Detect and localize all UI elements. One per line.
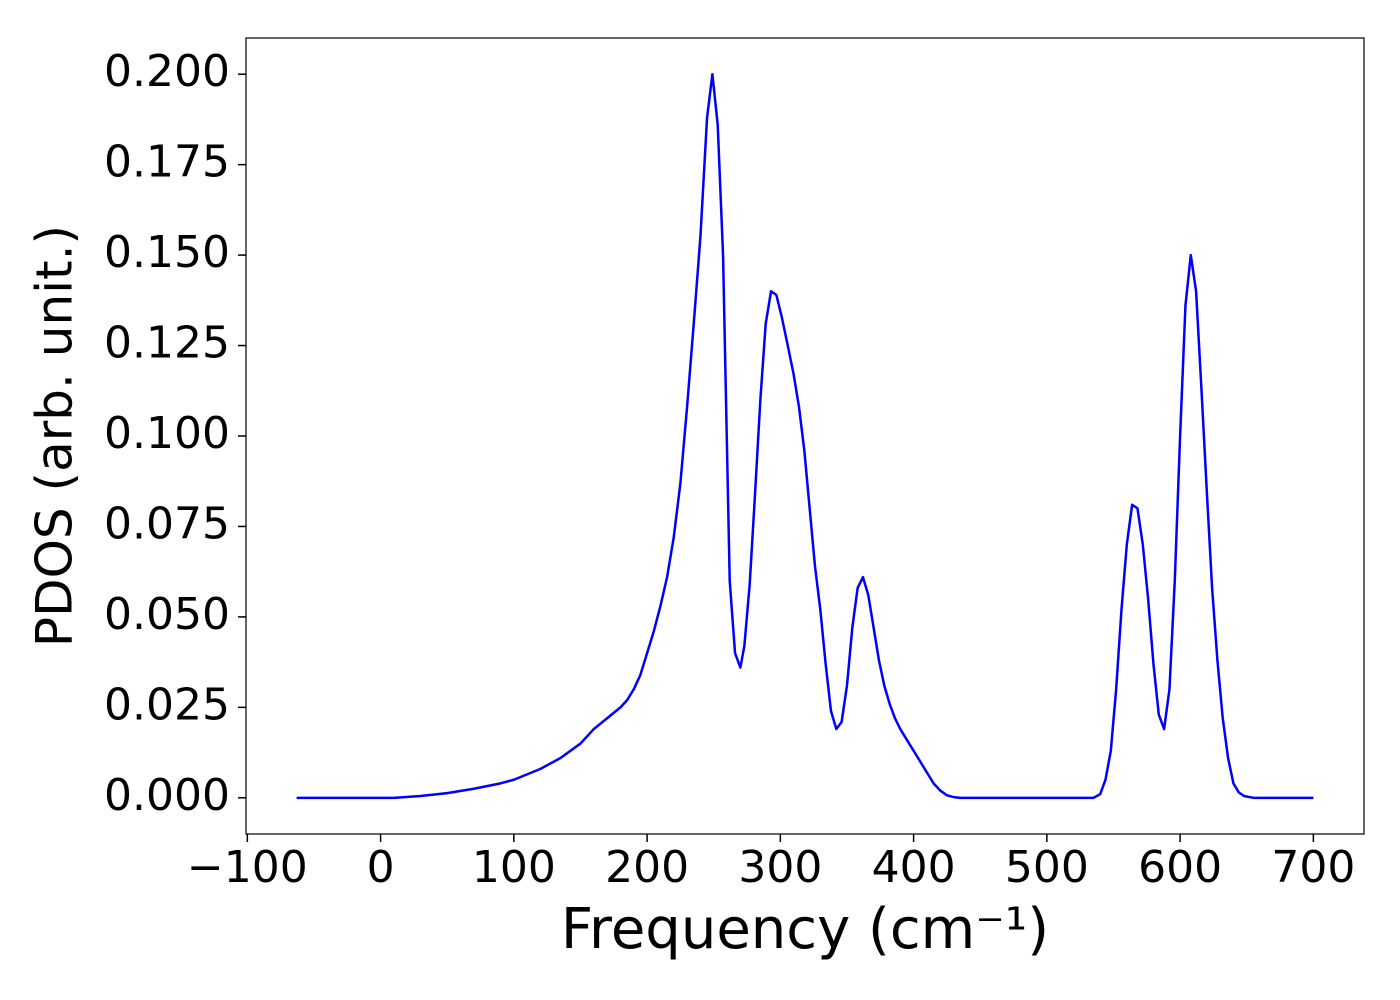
x-tick-label: 200 bbox=[605, 842, 689, 893]
x-tick-label: 300 bbox=[738, 842, 822, 893]
x-tick-label: 400 bbox=[872, 842, 956, 893]
y-axis-label: PDOS (arb. unit.) bbox=[26, 225, 84, 647]
data-line bbox=[296, 72, 1314, 800]
plot-area bbox=[246, 38, 1364, 834]
y-tick-label: 0.000 bbox=[104, 770, 230, 821]
y-tick-label: 0.125 bbox=[104, 318, 230, 369]
axes-frame bbox=[245, 37, 1365, 835]
x-tick-label: 700 bbox=[1271, 842, 1355, 893]
x-axis-label: Frequency (cm⁻¹) bbox=[561, 897, 1049, 962]
y-tick-label: 0.100 bbox=[104, 408, 230, 459]
x-tick-label: −100 bbox=[187, 842, 308, 893]
x-tick-label: 0 bbox=[367, 842, 395, 893]
x-tick-label: 600 bbox=[1138, 842, 1222, 893]
y-tick-label: 0.200 bbox=[104, 46, 230, 97]
y-tick-label: 0.075 bbox=[104, 498, 230, 549]
y-tick-label: 0.050 bbox=[104, 589, 230, 640]
x-tick-label: 100 bbox=[472, 842, 556, 893]
y-tick-label: 0.150 bbox=[104, 227, 230, 278]
x-tick-label: 500 bbox=[1005, 842, 1089, 893]
y-tick-label: 0.175 bbox=[104, 137, 230, 188]
y-tick-label: 0.025 bbox=[104, 679, 230, 730]
